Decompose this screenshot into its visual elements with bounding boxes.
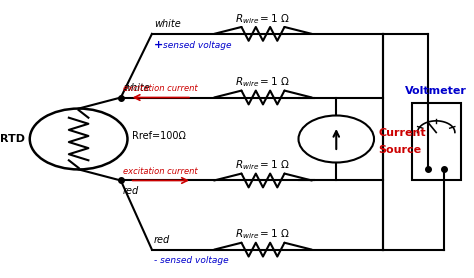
Text: excitation current: excitation current: [124, 84, 198, 93]
Text: $R_{wire} = 1\ \Omega$: $R_{wire} = 1\ \Omega$: [236, 75, 291, 89]
Text: - sensed voltage: - sensed voltage: [154, 257, 229, 265]
Text: excitation current: excitation current: [124, 167, 198, 176]
Text: red: red: [123, 186, 139, 196]
Text: Source: Source: [378, 145, 421, 155]
Text: white: white: [154, 19, 181, 29]
Text: Rref=100Ω: Rref=100Ω: [132, 131, 186, 141]
Text: $R_{wire} = 1\ \Omega$: $R_{wire} = 1\ \Omega$: [236, 158, 291, 172]
Text: sensed voltage: sensed voltage: [163, 41, 231, 50]
Text: Current: Current: [378, 128, 426, 138]
Bar: [412, 103, 461, 180]
Text: Voltmeter: Voltmeter: [405, 86, 467, 96]
Text: $R_{wire} = 1\ \Omega$: $R_{wire} = 1\ \Omega$: [236, 228, 291, 241]
Text: RTD: RTD: [0, 134, 25, 144]
Text: +: +: [154, 40, 167, 50]
Text: $R_{wire} = 1\ \Omega$: $R_{wire} = 1\ \Omega$: [236, 12, 291, 26]
Text: white: white: [123, 83, 150, 93]
Text: red: red: [154, 235, 170, 245]
